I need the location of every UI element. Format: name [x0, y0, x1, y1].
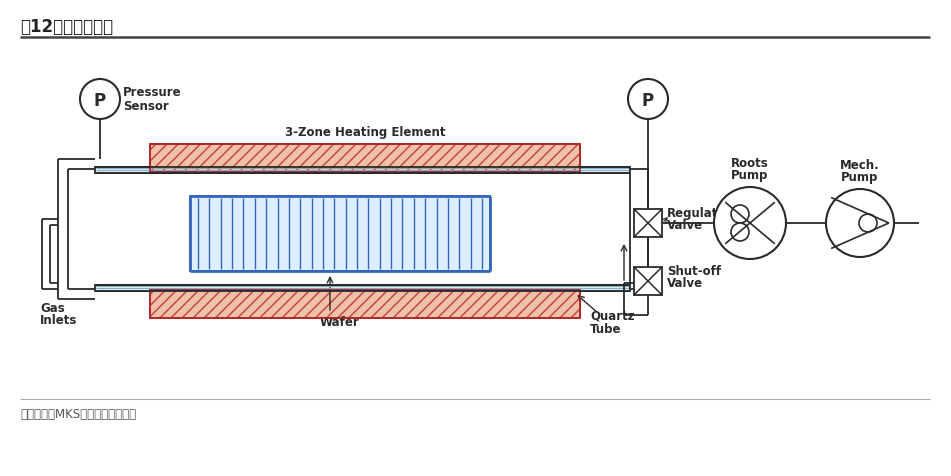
Text: Pump: Pump: [842, 170, 879, 184]
Bar: [150, 290, 580, 318]
Text: Wafer: Wafer: [320, 315, 359, 328]
Circle shape: [714, 188, 786, 259]
Circle shape: [859, 215, 877, 232]
Circle shape: [826, 189, 894, 258]
Text: P: P: [94, 92, 107, 110]
Text: Quartz: Quartz: [590, 309, 634, 322]
Text: Valve: Valve: [667, 218, 703, 231]
Circle shape: [628, 80, 668, 120]
Text: Regulating: Regulating: [667, 207, 739, 219]
Bar: [634, 268, 662, 296]
Text: 图12：卧式炉结构: 图12：卧式炉结构: [20, 18, 113, 36]
Text: Roots: Roots: [731, 157, 768, 169]
Text: Mech.: Mech.: [840, 159, 880, 172]
Circle shape: [731, 224, 749, 241]
Text: Pump: Pump: [731, 169, 768, 182]
Text: Pressure: Pressure: [123, 85, 182, 98]
Text: Valve: Valve: [667, 277, 703, 289]
Bar: [95, 286, 630, 291]
Text: Shut-off: Shut-off: [667, 265, 721, 278]
Text: 3-Zone Heating Element: 3-Zone Heating Element: [284, 126, 445, 139]
Text: P: P: [642, 92, 654, 110]
Text: Tube: Tube: [590, 322, 622, 335]
Text: Sensor: Sensor: [123, 99, 168, 112]
Circle shape: [731, 206, 749, 224]
Bar: [95, 168, 630, 174]
Text: Gas: Gas: [40, 301, 65, 314]
Bar: [634, 209, 662, 238]
Text: 资料来源：MKS，民生证券研究院: 资料来源：MKS，民生证券研究院: [20, 407, 136, 420]
Bar: [190, 197, 490, 271]
Bar: [630, 169, 648, 289]
Circle shape: [80, 80, 120, 120]
Bar: [150, 145, 580, 173]
Bar: [150, 290, 580, 318]
Bar: [150, 145, 580, 173]
Text: Inlets: Inlets: [40, 313, 77, 327]
